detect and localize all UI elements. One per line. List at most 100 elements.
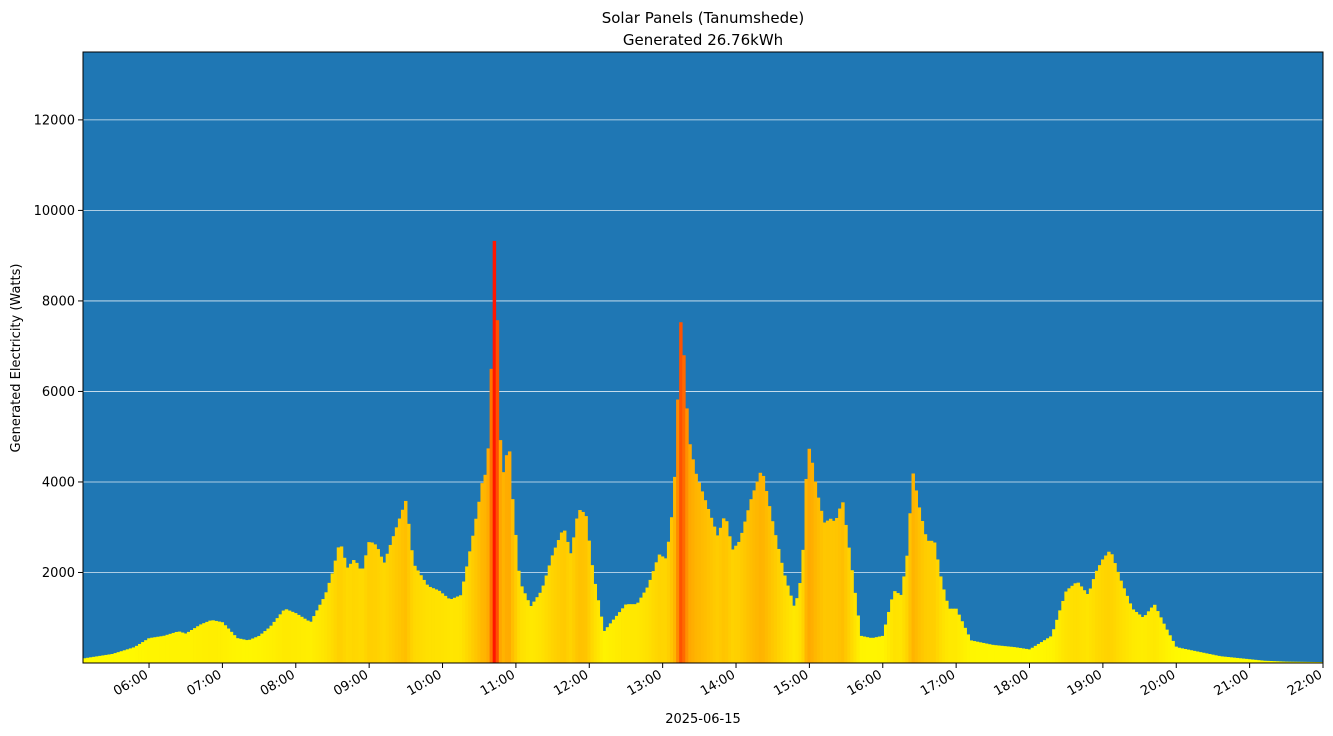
bar: [394, 527, 399, 663]
bar: [1101, 559, 1105, 663]
bar: [682, 355, 686, 663]
bar: [336, 547, 341, 663]
bar: [434, 589, 439, 663]
bar: [1018, 647, 1022, 663]
bar: [480, 483, 484, 663]
bar: [321, 599, 325, 663]
bar: [810, 462, 815, 663]
bar: [783, 575, 787, 663]
bar: [465, 566, 469, 663]
bar: [318, 604, 322, 663]
bar: [1226, 656, 1230, 663]
bar: [590, 565, 594, 663]
bar: [1070, 585, 1074, 663]
bar: [489, 368, 494, 663]
bar: [835, 517, 839, 663]
bar: [673, 476, 677, 663]
bar: [874, 637, 879, 663]
bar: [290, 611, 295, 663]
y-tick-label: 8000: [42, 294, 75, 309]
bar: [691, 459, 695, 663]
bar: [880, 635, 885, 663]
bar: [156, 636, 160, 663]
bar: [981, 642, 986, 663]
chart-subtitle: Generated 26.76kWh: [623, 31, 783, 49]
bar: [758, 472, 763, 663]
bar: [718, 527, 723, 663]
bar: [1116, 571, 1120, 663]
bar: [407, 523, 411, 663]
bar: [526, 600, 530, 663]
x-tick-label: 10:00: [405, 667, 445, 699]
bar: [868, 637, 873, 663]
bar: [1238, 658, 1243, 663]
bar: [300, 616, 304, 663]
bar: [1067, 588, 1071, 663]
bar: [1232, 657, 1236, 663]
x-tick-label: 17:00: [918, 667, 958, 699]
bar: [871, 637, 876, 663]
bar: [1247, 659, 1252, 663]
bar: [896, 593, 900, 663]
bar: [709, 517, 714, 663]
bar: [333, 560, 338, 663]
bar: [217, 621, 221, 663]
bar: [828, 518, 833, 663]
bar: [1143, 615, 1148, 663]
bar: [685, 408, 689, 663]
bar: [134, 645, 139, 663]
bar: [422, 579, 426, 663]
bar: [373, 544, 377, 663]
x-axis-label: 2025-06-15: [665, 712, 741, 727]
bar: [263, 631, 267, 663]
bar: [284, 609, 289, 663]
bar: [1076, 582, 1081, 663]
bar: [865, 637, 870, 663]
bar: [269, 625, 273, 663]
bar: [789, 595, 793, 663]
y-tick-label: 4000: [42, 475, 75, 490]
bar: [911, 473, 915, 663]
bar: [749, 499, 753, 663]
bar: [917, 507, 922, 663]
bar: [578, 510, 582, 663]
bar: [1091, 579, 1096, 663]
bar: [1024, 648, 1029, 663]
bar: [743, 521, 747, 663]
bar: [223, 625, 228, 663]
bar: [449, 599, 454, 663]
bar: [128, 648, 133, 663]
y-axis: 2000 4000 6000 8000 10000 12000: [34, 113, 83, 581]
bar: [471, 535, 475, 663]
bar: [770, 521, 775, 663]
x-tick-label: 06:00: [111, 667, 151, 699]
y-axis-label: Generated Electricity (Watts): [9, 264, 24, 453]
bar: [1208, 654, 1212, 663]
bar: [621, 608, 625, 663]
bar: [599, 616, 604, 663]
bar: [804, 478, 808, 663]
bar: [303, 618, 307, 663]
bar: [807, 448, 812, 663]
bar: [654, 562, 659, 663]
bar: [1260, 660, 1264, 663]
bar: [235, 638, 240, 663]
bar: [975, 641, 980, 663]
bar: [822, 522, 827, 663]
bar: [459, 595, 463, 663]
bar: [364, 555, 368, 663]
bar: [700, 491, 705, 663]
bar: [391, 536, 396, 663]
bar: [669, 517, 674, 663]
bar: [795, 598, 799, 663]
bar: [1033, 645, 1038, 663]
bar: [1156, 611, 1160, 663]
bar: [1192, 650, 1197, 663]
bar: [266, 628, 270, 663]
bar: [1244, 658, 1249, 663]
bar: [177, 631, 182, 663]
bar: [1140, 616, 1145, 663]
bar: [1281, 661, 1285, 663]
bar: [553, 547, 558, 663]
bar: [712, 526, 717, 663]
